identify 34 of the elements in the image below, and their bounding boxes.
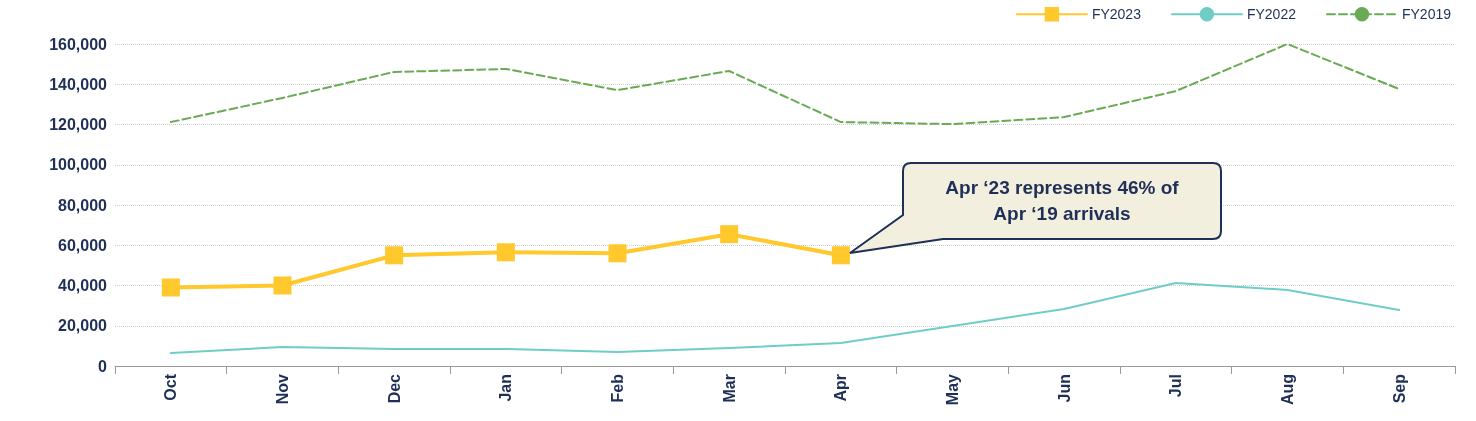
x-tick-label: Jul [1167, 374, 1185, 398]
y-tick-label: 120,000 [49, 116, 108, 133]
legend-label: FY2022 [1246, 6, 1297, 23]
y-tick-label: 0 [98, 357, 108, 375]
point [385, 246, 404, 265]
y-tick-label: 160,000 [49, 35, 108, 53]
y-tick-label: 80,000 [58, 196, 108, 214]
x-tick-label: Jun [1055, 374, 1073, 403]
y-tick-label: 40,000 [58, 277, 108, 294]
point [831, 246, 850, 265]
y-tick-label: 140,000 [49, 75, 108, 93]
legend-label: FY2019 [1401, 6, 1452, 23]
y-tick-label: 100,000 [49, 156, 108, 174]
y-tick-label: 20,000 [58, 317, 108, 335]
x-tick-label: Feb [609, 373, 626, 403]
x-tick-label: Aug [1279, 374, 1296, 406]
x-tick-label: Jan [497, 374, 515, 402]
annotation: Apr ‘23 represents 46% of Apr ‘19 arrivals [944, 176, 1180, 226]
y-tick-label: 60,000 [58, 236, 108, 254]
point [720, 225, 739, 244]
x-tick-label: Mar [720, 374, 738, 403]
point [496, 243, 515, 262]
x-tick-label: Sep [1390, 373, 1408, 404]
point [608, 244, 627, 263]
legend-label: FY2023 [1091, 6, 1142, 23]
x-tick-label: Nov [274, 373, 291, 405]
point [161, 278, 180, 297]
line-series [169, 282, 1401, 354]
x-tick-label: Apr [832, 374, 850, 402]
x-tick-label: Oct [162, 373, 180, 401]
line-series [169, 43, 1401, 126]
point [273, 276, 292, 295]
x-tick-label: May [944, 373, 961, 406]
x-tick-label: Dec [385, 373, 403, 404]
